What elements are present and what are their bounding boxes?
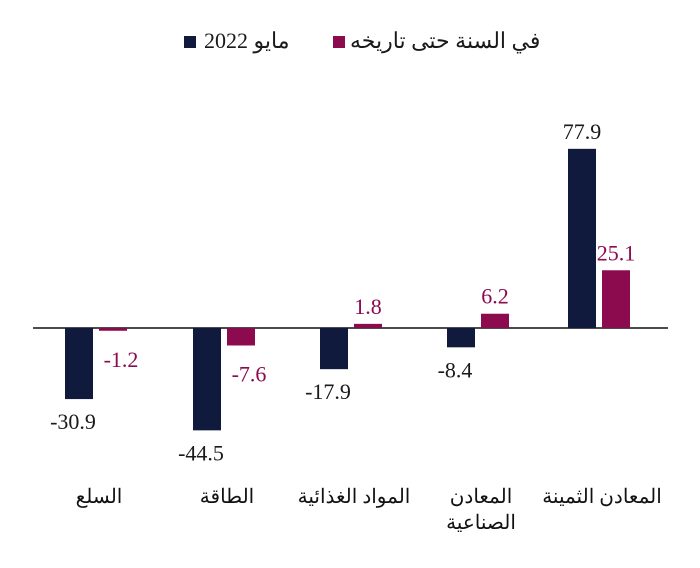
bar-series1-cat1: [227, 328, 255, 346]
value-label-series1-cat3: 6.2: [481, 284, 509, 309]
category-label-0: السلع: [76, 486, 123, 508]
bar-series1-cat0: [99, 328, 127, 331]
value-label-series1-cat0: -1.2: [104, 347, 139, 372]
legend-swatch-ytd: [333, 36, 345, 48]
value-labels-group: -30.9 -44.5 -17.9 -8.4 77.9 -1.2 -7.6 1.8 6.2 25.…: [50, 119, 635, 466]
category-label-1: الطاقة: [200, 486, 254, 508]
value-label-series0-cat2: -17.9: [305, 379, 351, 404]
legend-label-ytd: في السنة حتى تاريخه: [350, 28, 540, 54]
bar-series0-cat0: [65, 328, 93, 400]
bar-series0-cat2: [320, 328, 348, 370]
bar-series1-cat2: [354, 323, 382, 328]
value-label-series1-cat1: -7.6: [232, 361, 267, 386]
bar-series0-cat4: [568, 148, 596, 328]
category-label-2: المواد الغذائية: [298, 486, 411, 508]
category-label-3: المعادن الصناعية: [446, 486, 516, 534]
category-labels-group: السلع الطاقة المواد الغذائية المعادن الصناعي…: [76, 486, 662, 534]
value-label-series1-cat4: 25.1: [597, 240, 636, 265]
legend-swatch-may-2022: [184, 36, 196, 48]
value-label-series1-cat2: 1.8: [354, 294, 382, 319]
bar-series0-cat1: [193, 328, 221, 431]
value-label-series0-cat0: -30.9: [50, 409, 96, 434]
legend-label-may-2022: مايو 2022: [204, 28, 289, 54]
bar-series0-cat3: [447, 328, 475, 348]
value-label-series0-cat4: 77.9: [563, 119, 602, 144]
legend: مايو 2022 في السنة حتى تاريخه: [184, 28, 540, 54]
value-label-series0-cat1: -44.5: [178, 440, 224, 465]
bars-group: [65, 148, 630, 431]
bar-series1-cat4: [602, 270, 630, 328]
category-label-4: المعادن الثمينة: [542, 486, 662, 508]
value-label-series0-cat3: -8.4: [438, 357, 473, 382]
bar-series1-cat3: [481, 313, 509, 328]
